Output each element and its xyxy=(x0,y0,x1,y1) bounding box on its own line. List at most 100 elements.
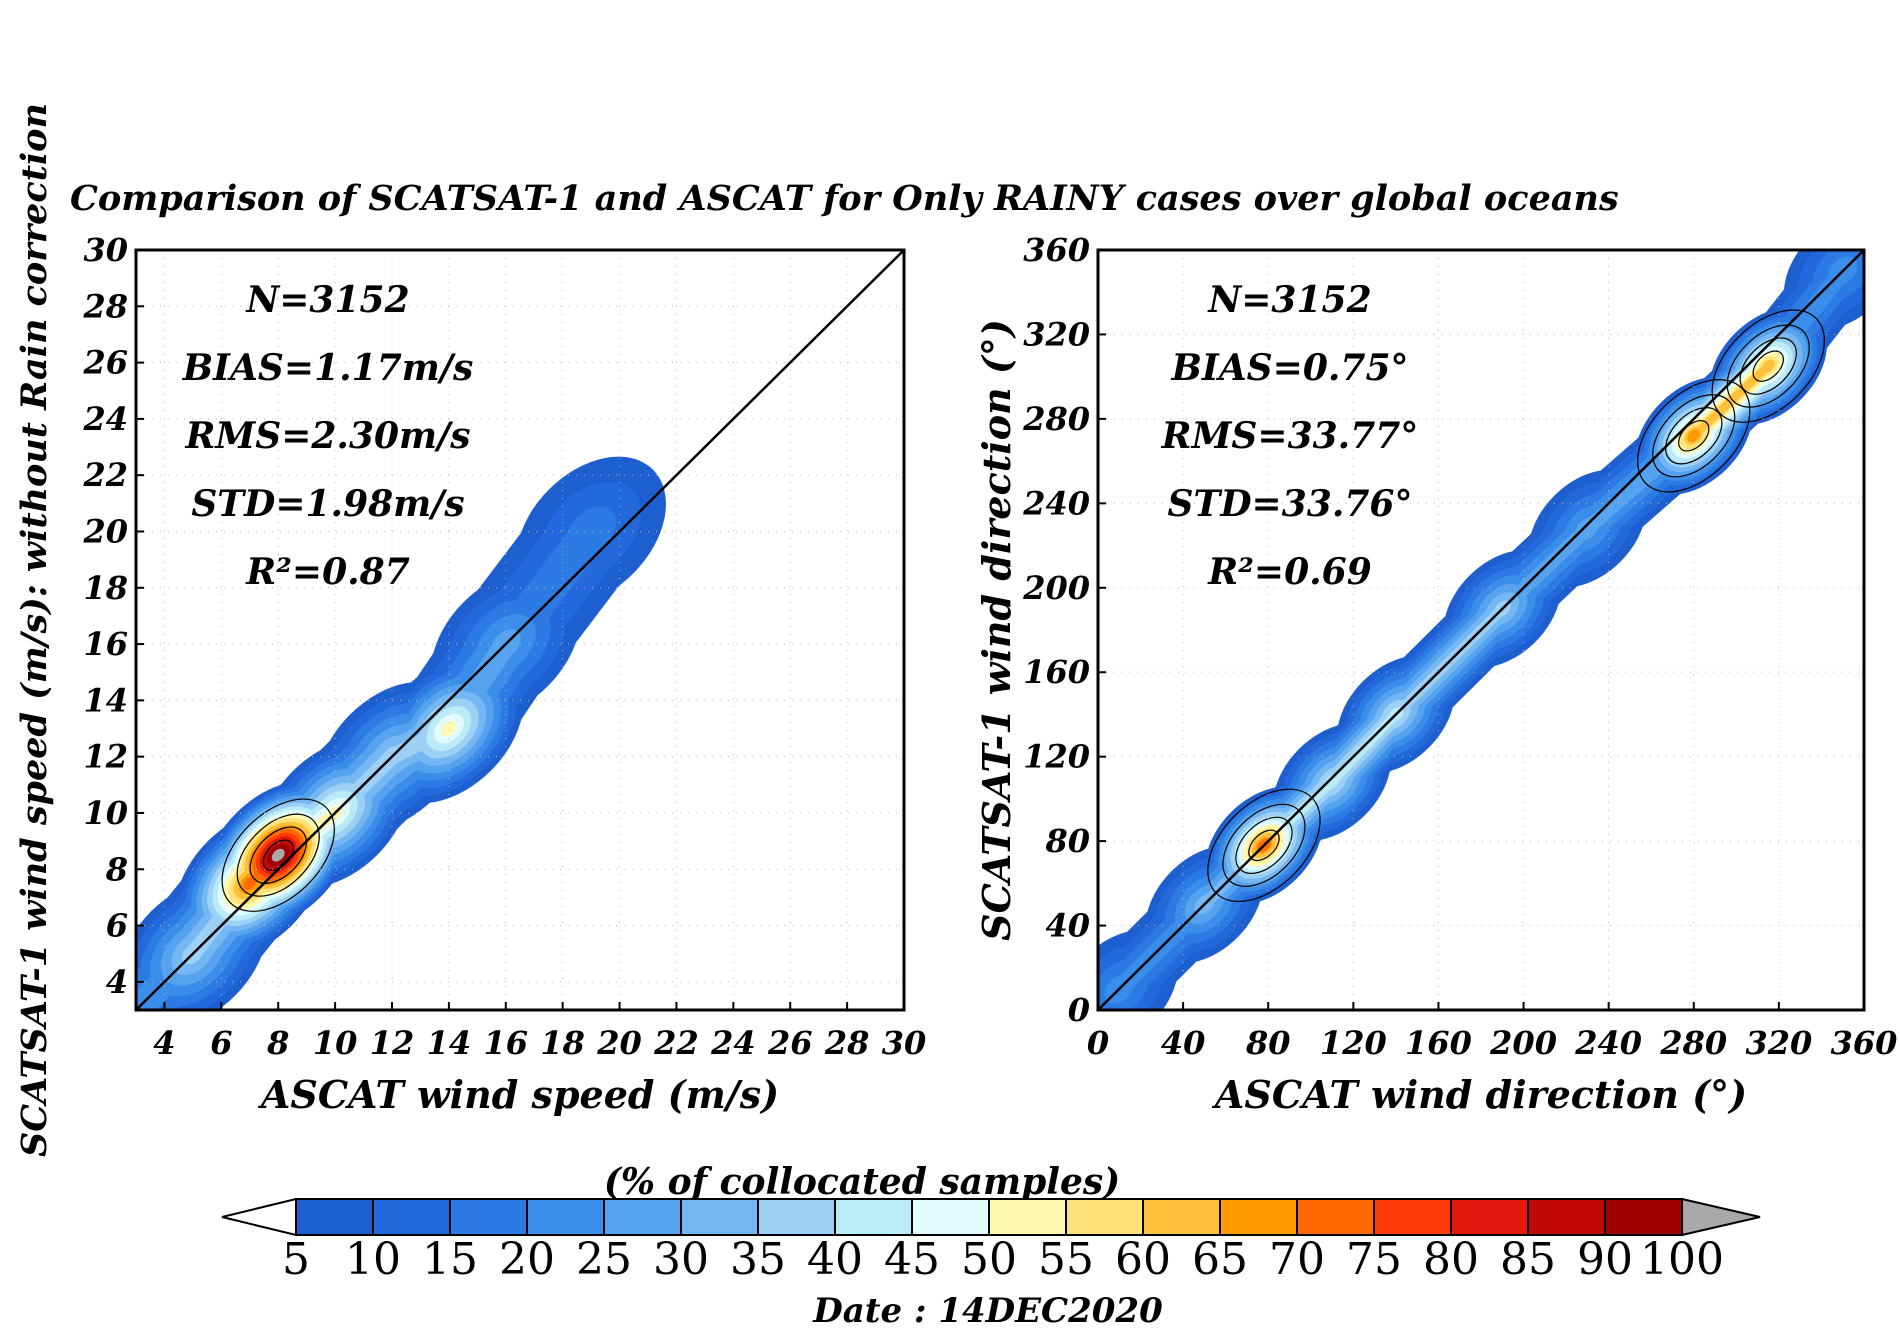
plot-frame-speed xyxy=(134,248,906,1012)
y-tick-label: 18 xyxy=(83,569,128,607)
x-tick-label: 320 xyxy=(1745,1024,1812,1062)
colorbar-cell xyxy=(372,1198,451,1236)
y-tick-label: 14 xyxy=(83,681,128,719)
colorbar-under-triangle xyxy=(221,1197,297,1237)
y-tick-label: 280 xyxy=(1022,400,1090,438)
grid-speed xyxy=(136,249,905,1010)
date-label: Date : 14DEC2020 xyxy=(812,1291,1163,1331)
colorbar-label: 45 xyxy=(884,1234,940,1285)
x-tick-label: 8 xyxy=(266,1024,289,1062)
y-tick-label: 16 xyxy=(83,625,128,663)
y-tick-label: 22 xyxy=(82,456,128,494)
contour-line xyxy=(236,813,320,897)
contour-line xyxy=(1752,350,1784,382)
stat-label: RMS=2.30m/s xyxy=(184,415,470,457)
stat-label: R²=0.69 xyxy=(1207,551,1372,593)
x-tick-label: 12 xyxy=(370,1024,415,1062)
colorbar-cell xyxy=(757,1198,836,1236)
y-tick-label: 8 xyxy=(105,850,128,888)
panel-wind-direction: 0 40 80 120 160 200 240 280 320 360 0 40 80 120 160 200… xyxy=(974,231,1898,1117)
colorbar: (% of collocated samples) 5 10 15 20 25 30 35 4… xyxy=(221,1161,1761,1285)
x-tick-label: 14 xyxy=(427,1024,472,1062)
colorbar-label: 25 xyxy=(576,1234,632,1285)
ylabel-direction: SCATSAT-1 wind direction (°) xyxy=(974,319,1019,941)
colorbar-cell xyxy=(1604,1198,1683,1236)
stat-label: BIAS=0.75° xyxy=(1170,347,1408,389)
y-tick-label: 80 xyxy=(1044,822,1090,860)
colorbar-cell xyxy=(1142,1198,1221,1236)
colorbar-label: 5 xyxy=(282,1234,310,1285)
colorbar-label: 70 xyxy=(1269,1234,1325,1285)
colorbar-label: 85 xyxy=(1500,1234,1556,1285)
x-tick-label: 200 xyxy=(1489,1024,1557,1062)
x-tick-label: 26 xyxy=(767,1024,813,1062)
y-tick-label: 320 xyxy=(1023,315,1090,353)
y-tick-label: 30 xyxy=(83,231,128,269)
x-tick-label: 20 xyxy=(596,1024,642,1062)
x-tick-label: 16 xyxy=(484,1024,529,1062)
contour-line xyxy=(1652,394,1736,478)
x-tick-label: 6 xyxy=(210,1024,232,1062)
panel-wind-speed: 4 6 8 10 12 14 16 18 20 22 24 26 28 30468101214161820… xyxy=(82,231,926,1117)
contour-line xyxy=(1711,309,1825,423)
colorbar-cell xyxy=(1219,1198,1298,1236)
stat-label: RMS=33.77° xyxy=(1161,415,1419,457)
colorbar-label: 65 xyxy=(1192,1234,1248,1285)
colorbar-cell xyxy=(834,1198,913,1236)
x-tick-label: 120 xyxy=(1320,1024,1387,1062)
x-tick-label: 10 xyxy=(313,1024,358,1062)
x-tick-label: 24 xyxy=(710,1024,756,1062)
colorbar-label: 30 xyxy=(653,1234,709,1285)
x-tick-label: 28 xyxy=(824,1024,870,1062)
one-to-one-line-direction xyxy=(1097,249,1865,1011)
colorbar-label: 90 xyxy=(1577,1234,1633,1285)
x-tick-label: 160 xyxy=(1405,1024,1472,1062)
density-field-direction xyxy=(1098,250,1864,1010)
density-band xyxy=(1689,362,1773,440)
y-tick-label: 120 xyxy=(1023,738,1090,776)
contour-line xyxy=(1739,337,1797,395)
y-tick-label: 10 xyxy=(83,794,128,832)
colorbar-cell xyxy=(1296,1198,1375,1236)
density-cell xyxy=(271,848,285,862)
x-tick-label: 280 xyxy=(1659,1024,1727,1062)
stats-speed: N=3152 BIAS=1.17m/s RMS=2.30m/s STD=1.98m/s… xyxy=(182,279,474,593)
colorbar-label: 60 xyxy=(1115,1234,1171,1285)
colorbar-over-triangle xyxy=(1681,1197,1761,1237)
colorbar-cell xyxy=(1065,1198,1144,1236)
x-tick-label: 18 xyxy=(540,1024,585,1062)
xlabel-direction: ASCAT wind direction (°) xyxy=(1212,1072,1747,1117)
colorbar-cell xyxy=(988,1198,1067,1236)
figure-title: Comparison of SCATSAT-1 and ASCAT for On… xyxy=(70,178,1619,219)
density-cell xyxy=(1687,429,1701,443)
y-tick-label: 160 xyxy=(1023,653,1090,691)
contour-line xyxy=(1637,379,1751,493)
x-tick-label: 360 xyxy=(1831,1024,1898,1062)
x-tick-label: 80 xyxy=(1245,1024,1291,1062)
colorbar-cell xyxy=(1450,1198,1529,1236)
y-tick-label: 360 xyxy=(1023,231,1090,269)
colorbar-cell xyxy=(449,1198,528,1236)
contour-line xyxy=(221,798,335,912)
contour-line xyxy=(1665,407,1723,465)
colorbar-cell xyxy=(911,1198,990,1236)
contour-line xyxy=(1726,324,1810,408)
ticks-speed: 4 6 8 10 12 14 16 18 20 22 24 26 28 30468101214161820… xyxy=(82,231,926,1062)
x-tick-label: 30 xyxy=(882,1024,927,1062)
colorbar-label: 80 xyxy=(1423,1234,1479,1285)
y-tick-label: 200 xyxy=(1022,569,1090,607)
y-tick-label: 26 xyxy=(82,344,128,382)
colorbar-cell xyxy=(603,1198,682,1236)
x-tick-label: 4 xyxy=(153,1024,175,1062)
one-to-one-line-speed xyxy=(135,249,905,1011)
colorbar-cell xyxy=(680,1198,759,1236)
contour-line xyxy=(249,826,307,884)
colorbar-label: 40 xyxy=(807,1234,863,1285)
y-tick-label: 4 xyxy=(106,963,128,1001)
y-tick-label: 24 xyxy=(82,400,128,438)
colorbar-label: 10 xyxy=(345,1234,401,1285)
plot-frame-direction xyxy=(1096,248,1866,1012)
x-tick-label: 0 xyxy=(1087,1024,1109,1062)
x-tick-label: 240 xyxy=(1574,1024,1642,1062)
x-tick-label: 40 xyxy=(1161,1024,1206,1062)
